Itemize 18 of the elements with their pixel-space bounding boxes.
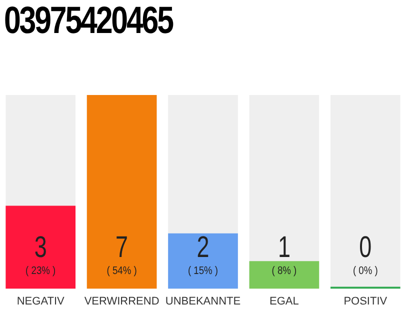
annotation: ( 0% ) xyxy=(352,265,378,278)
data-label: 1 xyxy=(278,230,290,264)
x-tick-label: EGAL xyxy=(270,295,299,308)
data-label: 3 xyxy=(34,230,47,264)
x-tick-label: POSITIV xyxy=(344,295,388,308)
x-tick-label: VERWIRREND xyxy=(84,295,160,308)
x-tick-label: NEGATIV xyxy=(16,295,65,308)
annotation: ( 23% ) xyxy=(26,265,56,278)
annotation: ( 54% ) xyxy=(106,265,137,278)
chart-title: 03975420465 xyxy=(4,0,172,42)
data-label: 2 xyxy=(196,230,210,264)
data-label: 0 xyxy=(359,230,372,264)
x-tick-label: UNBEKANNTE xyxy=(165,295,241,308)
annotation: ( 15% ) xyxy=(188,265,218,278)
data-label: 7 xyxy=(116,230,128,264)
annotation: ( 8% ) xyxy=(272,265,297,278)
bar xyxy=(249,261,320,289)
bar xyxy=(168,233,238,289)
